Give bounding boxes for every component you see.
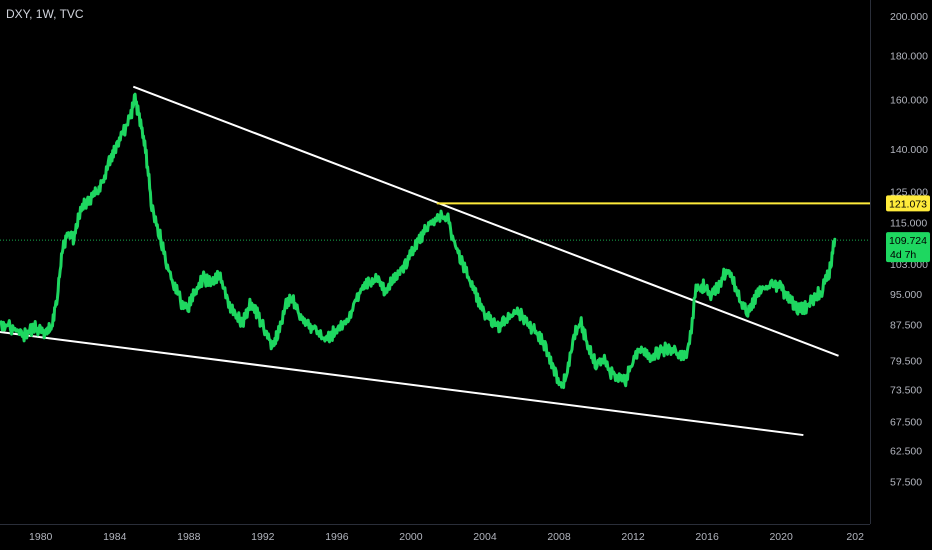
y-tick-label: 140.000 — [890, 144, 928, 156]
lower-trendline — [0, 330, 804, 437]
last-price-badge — [886, 232, 930, 263]
y-tick-label: 62.500 — [890, 445, 922, 457]
x-tick-label: 1980 — [29, 531, 53, 543]
x-tick-label: 202 — [846, 531, 864, 543]
y-tick-label: 180.000 — [890, 50, 928, 62]
resistance-price-label: 121.073 — [889, 198, 927, 210]
x-tick-label: 1992 — [251, 531, 275, 543]
y-tick-label: 160.000 — [890, 94, 928, 106]
upper-trendline — [132, 85, 839, 357]
y-tick-label: 87.500 — [890, 320, 922, 332]
x-tick-label: 2008 — [547, 531, 571, 543]
y-tick-label: 67.500 — [890, 417, 922, 429]
y-tick-label: 115.000 — [890, 218, 927, 230]
x-tick-label: 2016 — [695, 531, 719, 543]
x-tick-label: 2000 — [399, 531, 423, 543]
last-price-label: 109.724 — [889, 235, 927, 247]
price-series-line — [0, 92, 837, 390]
x-tick-label: 2020 — [769, 531, 793, 543]
y-tick-label: 200.000 — [890, 11, 928, 23]
symbol-title: DXY, 1W, TVC — [6, 7, 84, 21]
resistance-price-badge — [886, 195, 930, 212]
x-tick-label: 1996 — [325, 531, 349, 543]
y-tick-label: 95.000 — [890, 289, 922, 301]
x-tick-label: 1984 — [103, 531, 127, 543]
y-tick-label: 79.500 — [890, 355, 922, 367]
y-tick-label: 73.500 — [890, 385, 922, 397]
x-tick-label: 2004 — [473, 531, 497, 543]
y-tick-label: 57.500 — [890, 476, 922, 488]
x-tick-label: 2012 — [621, 531, 645, 543]
countdown-label: 4d 7h — [890, 249, 916, 261]
price-axis-panel — [870, 0, 932, 550]
x-tick-label: 1988 — [177, 531, 201, 543]
